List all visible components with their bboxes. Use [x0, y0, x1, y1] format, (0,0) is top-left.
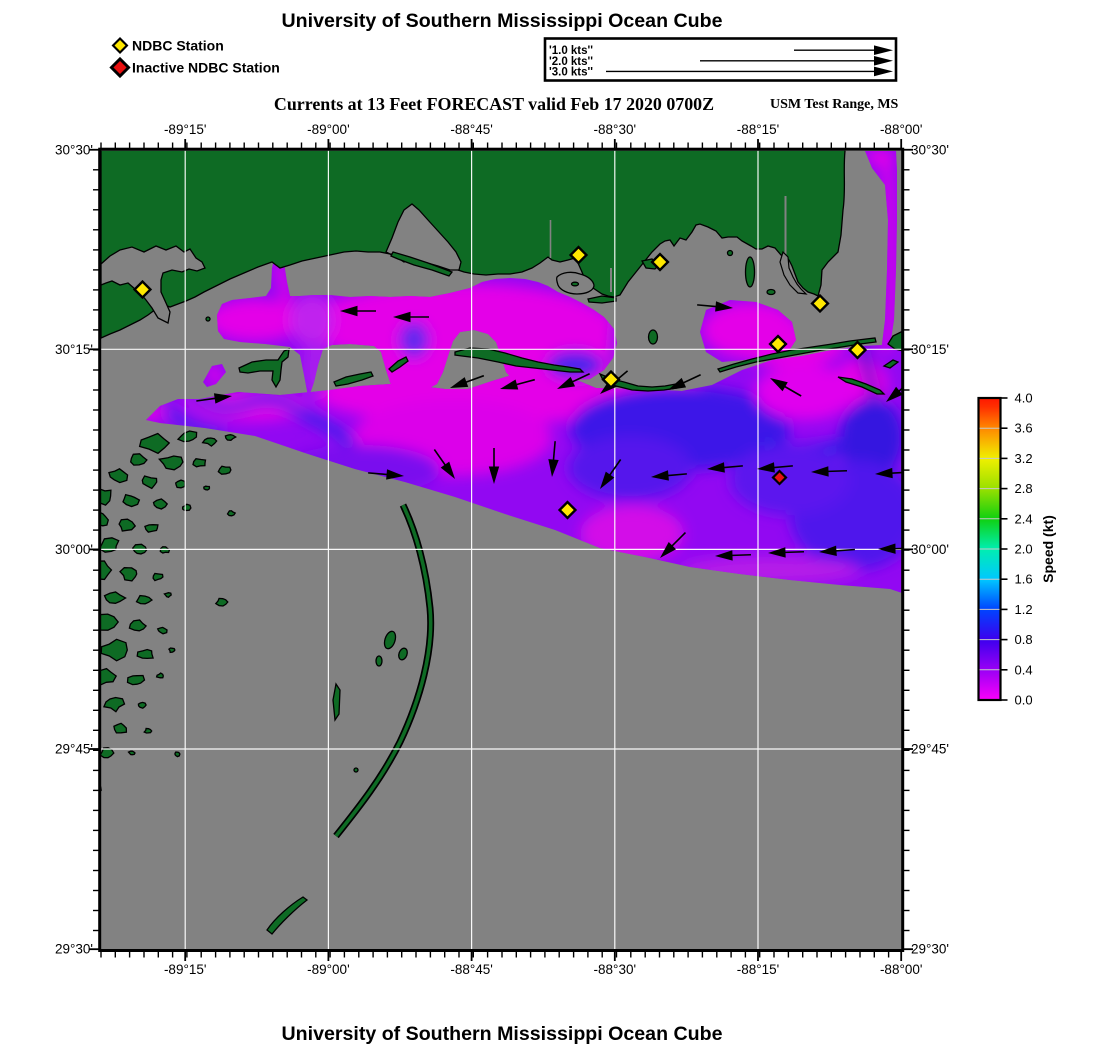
svg-text:-88°30': -88°30': [594, 962, 637, 977]
svg-text:'3.0 kts'': '3.0 kts'': [549, 66, 593, 78]
svg-text:Currents at 13 Feet FORECAST v: Currents at 13 Feet FORECAST valid Feb 1…: [274, 94, 714, 114]
svg-text:-88°15': -88°15': [737, 122, 780, 137]
svg-text:-88°00': -88°00': [880, 962, 923, 977]
svg-text:University of Southern Mississ: University of Southern Mississippi Ocean…: [282, 10, 723, 32]
svg-text:0.8: 0.8: [1015, 632, 1033, 647]
svg-text:-88°45': -88°45': [450, 962, 493, 977]
svg-text:-89°15': -89°15': [164, 962, 207, 977]
svg-text:'2.0 kts'': '2.0 kts'': [549, 56, 593, 68]
svg-text:30°00': 30°00': [55, 542, 93, 557]
svg-text:30°00': 30°00': [911, 542, 949, 557]
svg-text:3.6: 3.6: [1015, 421, 1033, 436]
svg-text:-88°30': -88°30': [594, 122, 637, 137]
svg-text:-88°00': -88°00': [880, 122, 923, 137]
svg-text:-89°00': -89°00': [307, 122, 350, 137]
svg-text:29°30': 29°30': [55, 942, 93, 957]
svg-text:1.2: 1.2: [1015, 602, 1033, 617]
svg-text:29°30': 29°30': [911, 942, 949, 957]
svg-text:29°45': 29°45': [55, 742, 93, 757]
svg-text:30°30': 30°30': [911, 142, 949, 157]
svg-text:30°30': 30°30': [55, 142, 93, 157]
svg-text:-89°00': -89°00': [307, 962, 350, 977]
svg-text:NDBC Station: NDBC Station: [132, 38, 224, 54]
svg-text:2.0: 2.0: [1015, 542, 1033, 557]
svg-text:2.8: 2.8: [1015, 481, 1033, 496]
svg-text:2.4: 2.4: [1015, 511, 1033, 526]
svg-text:USM Test Range, MS: USM Test Range, MS: [770, 97, 899, 112]
svg-text:4.0: 4.0: [1015, 391, 1033, 406]
svg-text:30°15': 30°15': [55, 342, 93, 357]
svg-text:29°45': 29°45': [911, 742, 949, 757]
svg-text:0.4: 0.4: [1015, 662, 1033, 677]
svg-text:0.0: 0.0: [1015, 693, 1033, 708]
svg-text:-88°45': -88°45': [450, 122, 493, 137]
svg-text:-88°15': -88°15': [737, 962, 780, 977]
svg-text:University of Southern Mississ: University of Southern Mississippi Ocean…: [282, 1023, 723, 1045]
svg-text:'1.0 kts'': '1.0 kts'': [549, 45, 593, 57]
svg-text:Speed (kt): Speed (kt): [1040, 515, 1056, 583]
svg-text:Inactive NDBC Station: Inactive NDBC Station: [132, 60, 280, 76]
svg-text:1.6: 1.6: [1015, 572, 1033, 587]
svg-text:30°15': 30°15': [911, 342, 949, 357]
svg-text:3.2: 3.2: [1015, 451, 1033, 466]
svg-text:-89°15': -89°15': [164, 122, 207, 137]
